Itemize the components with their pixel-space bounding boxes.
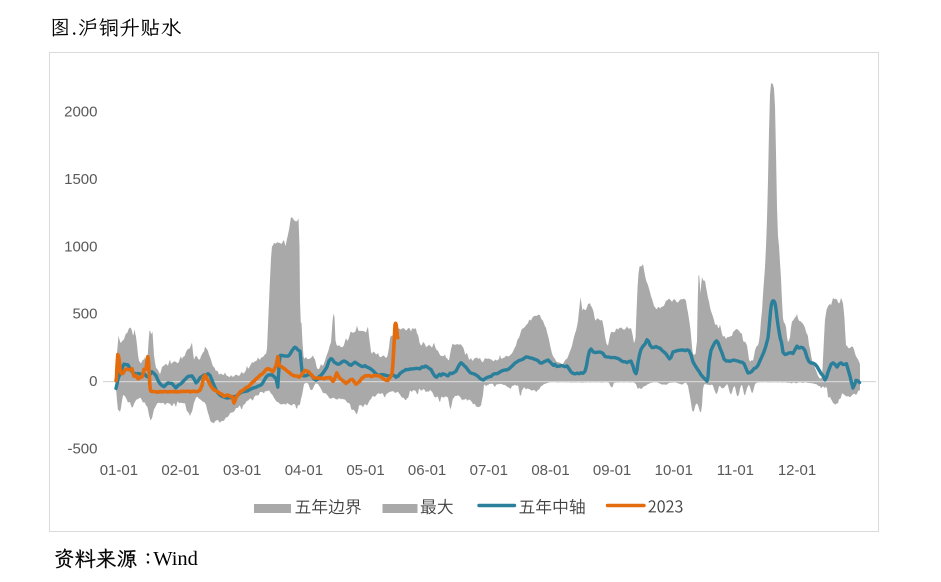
svg-text:07-01: 07-01: [470, 462, 508, 479]
svg-text:01-01: 01-01: [100, 462, 138, 479]
svg-text:02-01: 02-01: [161, 462, 199, 479]
svg-text:Wind: Wind: [153, 548, 198, 570]
svg-text:05-01: 05-01: [346, 462, 384, 479]
svg-text:500: 500: [72, 306, 97, 323]
svg-text:11-01: 11-01: [717, 462, 754, 479]
svg-text:06-01: 06-01: [408, 462, 446, 479]
svg-text:10-01: 10-01: [655, 462, 693, 479]
svg-text:2000: 2000: [64, 104, 97, 121]
svg-text:04-01: 04-01: [285, 462, 323, 479]
svg-text:03-01: 03-01: [223, 462, 261, 479]
svg-text:1000: 1000: [64, 238, 97, 255]
svg-text:09-01: 09-01: [593, 462, 631, 479]
svg-text:08-01: 08-01: [531, 462, 569, 479]
svg-text:-500: -500: [67, 440, 97, 457]
svg-text:12-01: 12-01: [778, 462, 816, 479]
svg-text:0: 0: [89, 373, 97, 390]
svg-text:1500: 1500: [64, 171, 97, 188]
